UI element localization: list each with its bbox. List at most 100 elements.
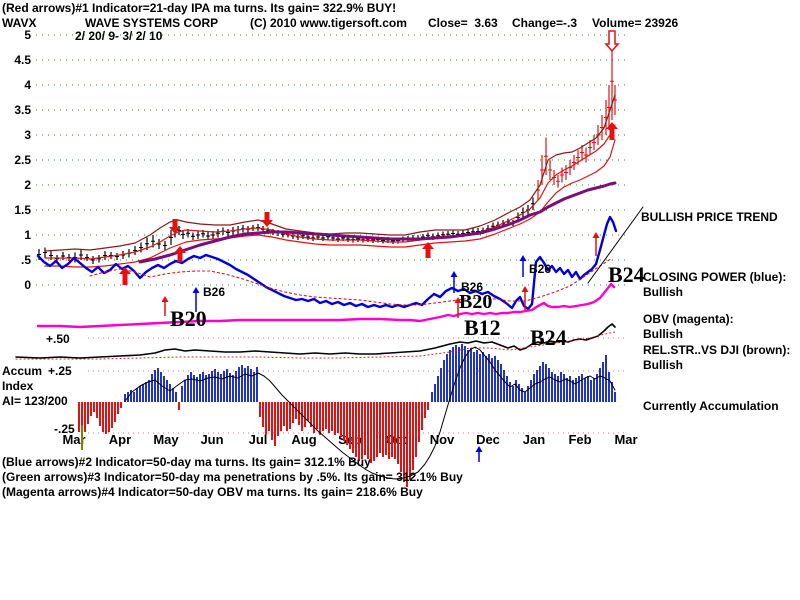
accum-bar-up [509, 382, 511, 402]
price-axis-label: 2 [24, 178, 31, 192]
accum-bar-up [172, 388, 174, 402]
accum-bar-up [464, 346, 466, 402]
accum-bar-down [343, 402, 345, 441]
accum-bar-up [157, 368, 159, 402]
accum-bar-up [205, 375, 207, 402]
accum-bar-up [503, 370, 505, 402]
price-axis-label: 2.5 [14, 153, 31, 167]
accum-bar-up [527, 386, 529, 402]
accum-bar-down [382, 402, 384, 457]
price-axis-label: 1.5 [14, 203, 31, 217]
accum-bar-down [385, 402, 387, 455]
month-label: Mar [614, 432, 637, 447]
accum-bar-down [178, 402, 180, 410]
accum-bar-up [151, 374, 153, 402]
accum-bar-down [328, 402, 330, 433]
accum-bar-down [283, 402, 285, 426]
accum-bar-down [322, 402, 324, 431]
accum-bar-up [530, 380, 532, 402]
accum-bar-up [461, 344, 463, 402]
price-axis-label: 3.5 [14, 103, 31, 117]
bullish-trend-label: BULLISH PRICE TREND [641, 210, 778, 224]
blue-thin-up-arrowhead-icon [519, 255, 527, 261]
accum-bar-up [250, 369, 252, 402]
trend-pointer-line-line [587, 206, 644, 284]
accum-bar-up [443, 360, 445, 402]
accum-bar-down [93, 402, 95, 412]
buy-signal-label: B24 [608, 262, 645, 287]
accum-bar-down [337, 402, 339, 433]
accum-bar-down [427, 402, 429, 410]
accum-bar-up [431, 392, 433, 402]
upper-band-line [44, 94, 616, 252]
month-label: Apr [109, 432, 131, 447]
accum-bar-down [280, 402, 282, 431]
accum-bar-up [500, 364, 502, 402]
accum-label-line2: Index [2, 379, 34, 393]
accum-bar-down [111, 402, 113, 428]
blue-thin-up-arrowhead-icon [475, 446, 483, 452]
rel-str-line [15, 323, 616, 359]
accum-bar-up [491, 358, 493, 402]
accum-bar-up [593, 378, 595, 402]
accum-bar-down [87, 402, 89, 424]
rel-str-ma-dotted-line [15, 331, 616, 360]
accum-bar-down [108, 402, 110, 432]
accum-bar-up [202, 372, 204, 402]
accum-bar-up [488, 354, 490, 402]
buy-signal-label: B26 [461, 280, 483, 294]
accum-bar-down [304, 402, 306, 427]
month-label: Feb [568, 432, 591, 447]
accum-bar-up [512, 386, 514, 402]
copyright-text: (C) 2010 www.tigersoft.com [250, 16, 407, 30]
red-thin-up-arrowhead-icon [592, 232, 600, 238]
accum-bar-down [313, 402, 315, 433]
accum-bar-up [533, 374, 535, 402]
accum-bar-up [166, 380, 168, 402]
accum-bar-up [130, 390, 132, 402]
accum-bar-down [424, 402, 426, 418]
accum-bar-down [370, 402, 372, 463]
accum-bar-up [521, 388, 523, 402]
accum-bar-up [244, 368, 246, 402]
accum-bar-down [277, 402, 279, 436]
accum-bar-down [298, 402, 300, 425]
ai-axis-label: +.50 [46, 332, 70, 346]
ai-value-label: AI= 123/200 [2, 394, 68, 408]
month-label: Jan [523, 432, 545, 447]
accum-bar-up [479, 354, 481, 402]
accum-bar-up [175, 392, 177, 402]
accum-bar-down [349, 402, 351, 449]
accum-bar-up [524, 392, 526, 402]
ticker-symbol: WAVX [2, 16, 37, 30]
accum-bar-down [394, 402, 396, 459]
accum-bar-down [307, 402, 309, 421]
obv-line [36, 282, 616, 329]
accum-bar-down [406, 402, 408, 487]
accum-bar-up [494, 356, 496, 402]
accum-bar-down [367, 402, 369, 459]
buy-signal-label: B24 [530, 325, 567, 350]
accum-bar-up [611, 382, 613, 402]
accum-bar-down [403, 402, 405, 482]
accum-bar-up [575, 378, 577, 402]
accum-bar-up [253, 372, 255, 402]
accum-bar-up [154, 370, 156, 402]
accum-bar-down [373, 402, 375, 461]
indicator4-title: (Magenta arrows)#4 Indicator=50-day OBV … [2, 485, 423, 499]
accum-bar-up [497, 360, 499, 402]
accum-bar-up [187, 375, 189, 402]
indicator3-title: (Green arrows)#3 Indicator=50-day ma pen… [2, 470, 463, 484]
accum-bar-up [584, 378, 586, 402]
accum-bar-up [599, 368, 601, 402]
ai-axis-label: +.25 [48, 364, 72, 378]
accum-bar-up [133, 392, 135, 402]
accum-bar-down [265, 402, 267, 435]
accum-bar-down [99, 402, 101, 426]
accum-bar-up [569, 376, 571, 402]
accum-bar-up [238, 367, 240, 402]
accum-bar-up [124, 394, 126, 402]
accum-bar-up [557, 376, 559, 402]
buy-signal-label: B26 [203, 285, 225, 299]
